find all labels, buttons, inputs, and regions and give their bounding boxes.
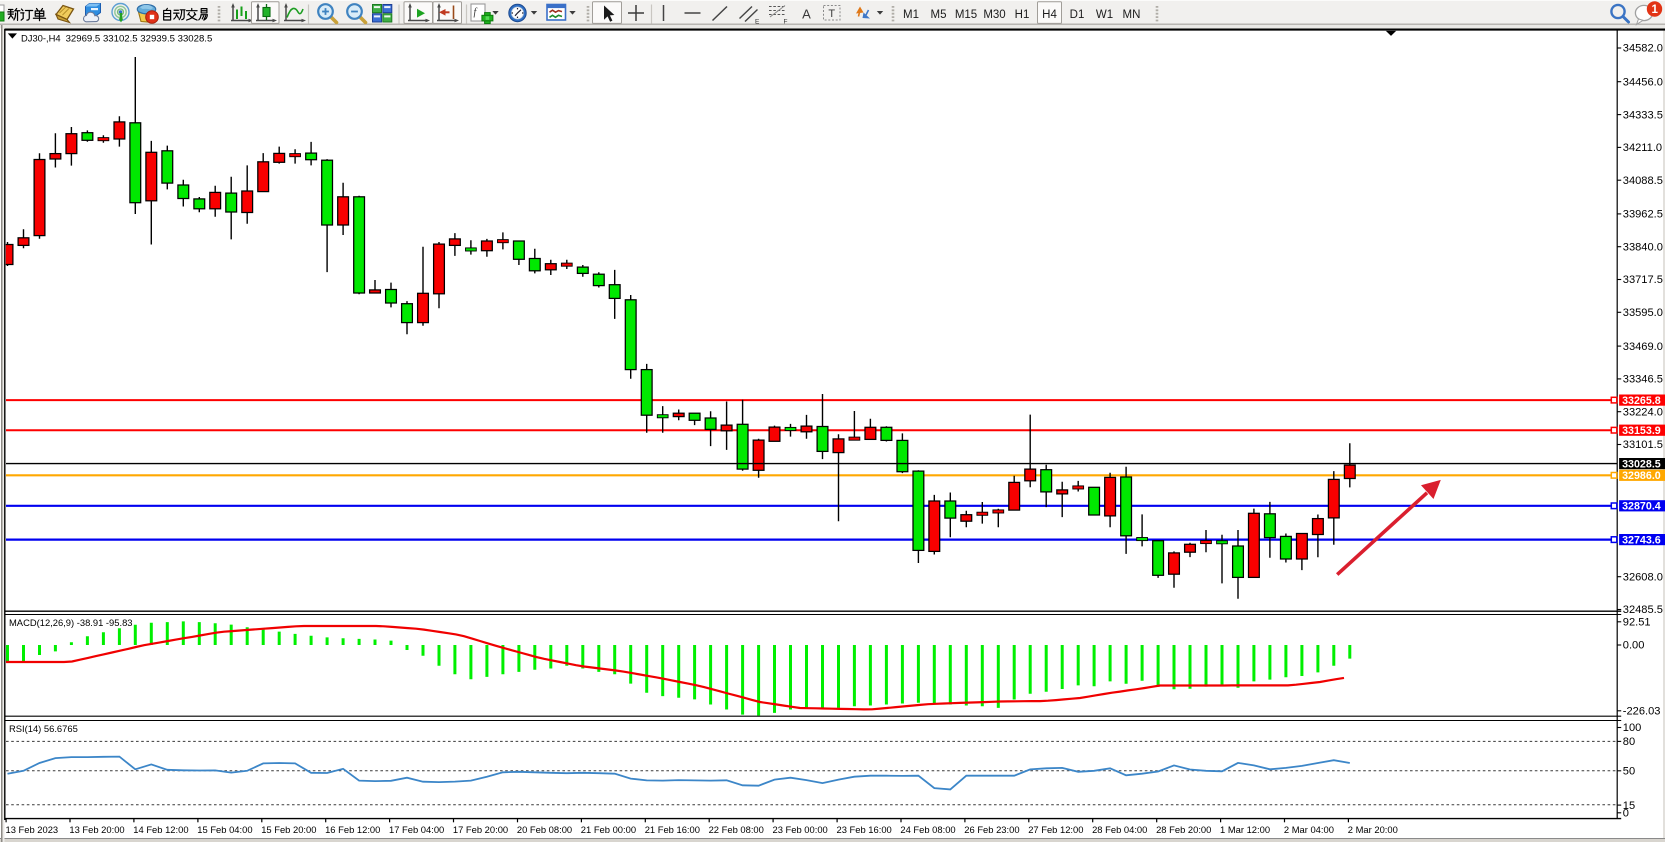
svg-text:50: 50	[1623, 766, 1635, 778]
svg-text:21 Feb 00:00: 21 Feb 00:00	[581, 824, 636, 835]
svg-text:24 Feb 08:00: 24 Feb 08:00	[900, 824, 955, 835]
svg-text:15 Feb 20:00: 15 Feb 20:00	[261, 824, 316, 835]
svg-text:32870.4: 32870.4	[1622, 501, 1661, 513]
svg-text:34333.5: 34333.5	[1623, 109, 1663, 121]
svg-text:MACD(12,26,9) -38.91 -95.83: MACD(12,26,9) -38.91 -95.83	[9, 617, 133, 628]
svg-text:E: E	[755, 19, 760, 26]
svg-text:0.00: 0.00	[1623, 640, 1645, 652]
svg-text:32969.5 33102.5 32939.5 33028.: 32969.5 33102.5 32939.5 33028.5	[66, 33, 213, 44]
svg-text:22 Feb 08:00: 22 Feb 08:00	[709, 824, 764, 835]
svg-text:100: 100	[1623, 722, 1642, 734]
svg-text:92.51: 92.51	[1623, 617, 1651, 629]
svg-text:33265.8: 33265.8	[1622, 395, 1661, 407]
svg-text:14 Feb 12:00: 14 Feb 12:00	[133, 824, 188, 835]
svg-text:M5: M5	[931, 9, 947, 21]
svg-text:2 Mar 04:00: 2 Mar 04:00	[1284, 824, 1334, 835]
svg-text:13 Feb 20:00: 13 Feb 20:00	[69, 824, 124, 835]
svg-text:M1: M1	[903, 9, 919, 21]
svg-text:34211.0: 34211.0	[1623, 142, 1662, 154]
svg-text:15 Feb 04:00: 15 Feb 04:00	[197, 824, 252, 835]
svg-text:H1: H1	[1015, 9, 1030, 21]
svg-text:21 Feb 16:00: 21 Feb 16:00	[645, 824, 700, 835]
svg-text:RSI(14) 56.6765: RSI(14) 56.6765	[9, 723, 78, 734]
svg-text:DJ30-,H4: DJ30-,H4	[21, 32, 61, 43]
svg-text:H4: H4	[1042, 9, 1057, 21]
svg-text:17 Feb 04:00: 17 Feb 04:00	[389, 824, 444, 835]
svg-text:32608.0: 32608.0	[1623, 571, 1663, 583]
svg-text:A: A	[802, 7, 811, 22]
svg-text:0: 0	[1623, 808, 1629, 820]
svg-text:33153.9: 33153.9	[1622, 425, 1661, 437]
svg-text:26 Feb 23:00: 26 Feb 23:00	[964, 824, 1019, 835]
svg-text:33101.5: 33101.5	[1623, 439, 1663, 451]
svg-text:28 Feb 20:00: 28 Feb 20:00	[1156, 824, 1211, 835]
svg-text:15: 15	[1623, 800, 1635, 812]
svg-text:W1: W1	[1096, 9, 1113, 21]
svg-text:27 Feb 12:00: 27 Feb 12:00	[1028, 824, 1083, 835]
svg-text:-226.03: -226.03	[1623, 706, 1661, 718]
svg-text:1: 1	[1651, 4, 1658, 16]
svg-text:D1: D1	[1070, 9, 1085, 21]
svg-text:34456.0: 34456.0	[1623, 76, 1663, 88]
svg-text:16 Feb 12:00: 16 Feb 12:00	[325, 824, 380, 835]
svg-text:2 Mar 20:00: 2 Mar 20:00	[1348, 824, 1398, 835]
svg-text:F: F	[784, 19, 788, 26]
svg-text:M30: M30	[983, 9, 1005, 21]
svg-text:33717.5: 33717.5	[1623, 274, 1663, 286]
svg-text:33962.5: 33962.5	[1623, 209, 1663, 221]
svg-text:33224.0: 33224.0	[1623, 406, 1663, 418]
svg-text:33595.0: 33595.0	[1623, 307, 1663, 319]
svg-text:34582.0: 34582.0	[1623, 43, 1663, 55]
svg-text:33840.0: 33840.0	[1623, 241, 1663, 253]
svg-text:80: 80	[1623, 736, 1635, 748]
svg-text:23 Feb 16:00: 23 Feb 16:00	[837, 824, 892, 835]
svg-text:34088.5: 34088.5	[1623, 175, 1663, 187]
svg-text:33469.0: 33469.0	[1623, 341, 1663, 353]
svg-text:23 Feb 00:00: 23 Feb 00:00	[773, 824, 828, 835]
svg-text:33028.5: 33028.5	[1622, 459, 1661, 471]
svg-text:32485.5: 32485.5	[1623, 604, 1663, 616]
svg-text:32743.6: 32743.6	[1622, 535, 1661, 547]
svg-text:M15: M15	[955, 9, 977, 21]
svg-text:33346.5: 33346.5	[1623, 374, 1663, 386]
svg-text:28 Feb 04:00: 28 Feb 04:00	[1092, 824, 1147, 835]
svg-text:32986.0: 32986.0	[1622, 470, 1661, 482]
svg-text:f: f	[474, 7, 478, 18]
svg-text:20 Feb 08:00: 20 Feb 08:00	[517, 824, 572, 835]
svg-text:1 Mar 12:00: 1 Mar 12:00	[1220, 824, 1270, 835]
svg-text:17 Feb 20:00: 17 Feb 20:00	[453, 824, 508, 835]
svg-text:13 Feb 2023: 13 Feb 2023	[6, 824, 59, 835]
svg-text:MN: MN	[1123, 9, 1141, 21]
svg-text:T: T	[828, 8, 835, 20]
